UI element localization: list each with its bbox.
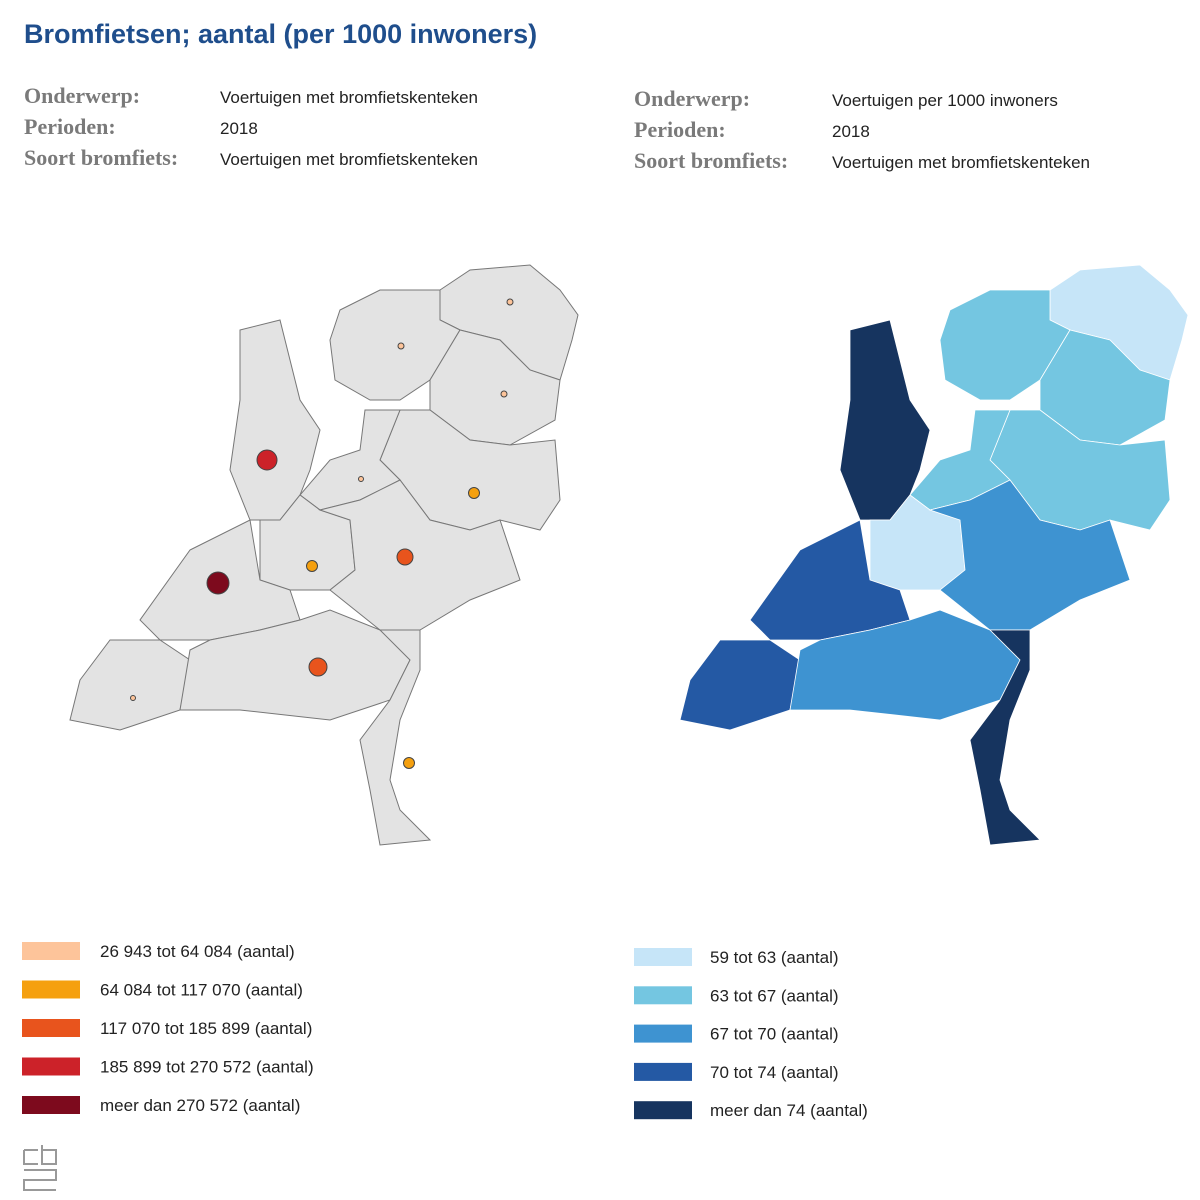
legend-label: meer dan 270 572 (aantal): [100, 1096, 300, 1115]
title: Bromfietsen; aantal (per 1000 inwoners): [24, 19, 537, 49]
legend-label: 117 070 tot 185 899 (aantal): [100, 1019, 312, 1038]
legend-label: 64 084 tot 117 070 (aantal): [100, 981, 303, 1000]
bubble: [396, 548, 414, 566]
bubble: [130, 695, 136, 701]
cbs-logo: [23, 1145, 57, 1191]
legend-label: 63 tot 67 (aantal): [710, 986, 839, 1005]
bubble: [500, 390, 508, 398]
legend-swatch: [634, 986, 692, 1005]
meta-label: Onderwerp:: [24, 83, 140, 108]
meta-label: Soort bromfiets:: [634, 148, 788, 173]
bubble: [403, 757, 415, 769]
legend-swatch: [634, 948, 692, 966]
map-per-1000: [679, 264, 1189, 846]
bubble: [308, 657, 328, 677]
bubble: [306, 560, 318, 572]
bubble: [468, 487, 480, 499]
meta-label: Soort bromfiets:: [24, 145, 178, 170]
province: [318, 479, 521, 631]
bubble: [256, 449, 278, 471]
legend-label: 70 tot 74 (aantal): [710, 1063, 839, 1082]
legend-swatch: [22, 1019, 80, 1037]
legend-label: 185 899 tot 270 572 (aantal): [100, 1058, 314, 1077]
meta-value: 2018: [220, 119, 258, 138]
meta-value: 2018: [832, 122, 870, 141]
meta-value: Voertuigen met bromfietskenteken: [220, 88, 478, 107]
legend-label: 67 tot 70 (aantal): [710, 1025, 839, 1044]
province: [1039, 329, 1171, 446]
province: [969, 629, 1041, 846]
legend-swatch: [22, 942, 80, 960]
meta-value: Voertuigen per 1000 inwoners: [832, 91, 1058, 110]
province: [928, 479, 1131, 631]
meta-label: Onderwerp:: [634, 86, 750, 111]
legend-swatch: [22, 1096, 80, 1114]
bubble: [206, 571, 230, 595]
legend-swatch: [22, 1057, 80, 1076]
meta-value: Voertuigen met bromfietskenteken: [220, 150, 478, 169]
bubble: [506, 298, 514, 306]
bubble: [397, 342, 405, 350]
legend-label: meer dan 74 (aantal): [710, 1101, 868, 1120]
legend-swatch: [634, 1024, 692, 1043]
legend-label: 26 943 tot 64 084 (aantal): [100, 942, 295, 961]
province: [679, 639, 801, 731]
map-absolute: [69, 264, 579, 846]
bubble: [358, 476, 364, 482]
legend-swatch: [22, 980, 80, 999]
legend-swatch: [634, 1101, 692, 1120]
meta-label: Perioden:: [24, 114, 116, 139]
legend-swatch: [634, 1062, 692, 1081]
legend-label: 59 tot 63 (aantal): [710, 948, 839, 967]
meta-label: Perioden:: [634, 117, 726, 142]
province: [69, 639, 191, 731]
meta-value: Voertuigen met bromfietskenteken: [832, 153, 1090, 172]
province: [429, 329, 561, 446]
province: [359, 629, 432, 846]
